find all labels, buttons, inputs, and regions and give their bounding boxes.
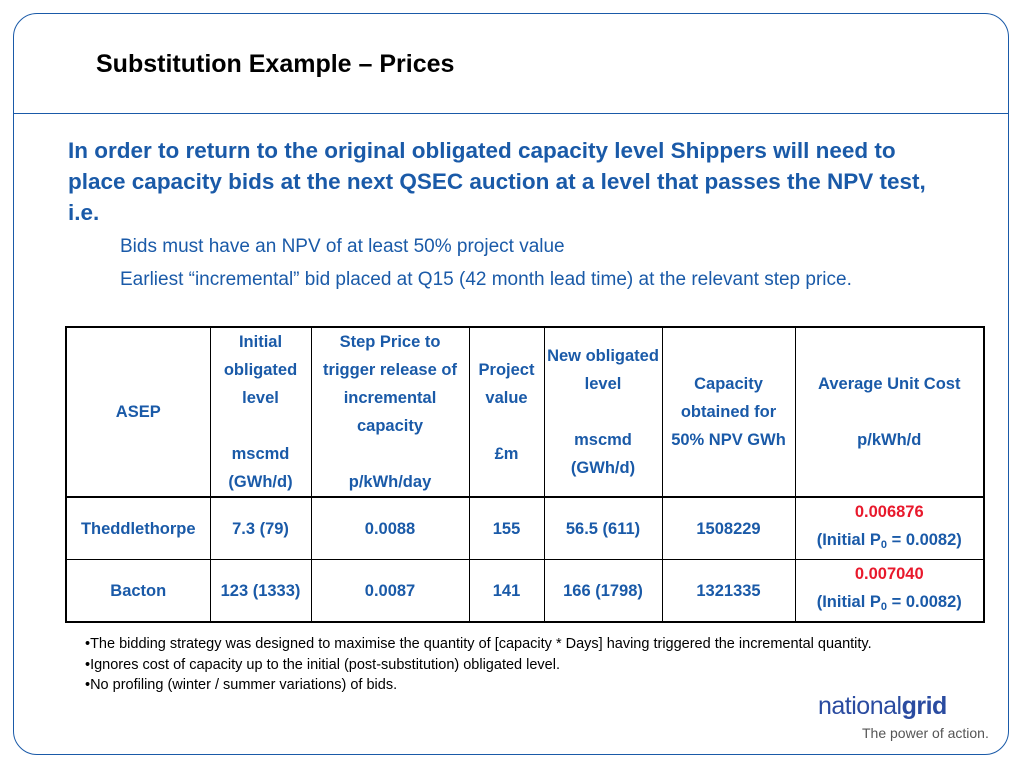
initial-price-note: (Initial P0 = 0.0082) xyxy=(816,531,962,551)
intro-text: In order to return to the original oblig… xyxy=(68,138,926,225)
footnote-item: •Ignores cost of capacity up to the init… xyxy=(85,656,560,673)
cell-initial-level: 7.3 (79) xyxy=(209,496,312,560)
footnote-item: •The bidding strategy was designed to ma… xyxy=(85,636,872,652)
cell-avg-cost: 0.007040 (Initial P0 = 0.0082) xyxy=(794,559,985,623)
table-header-row: ASEP Initial obligated level mscmd (GWh/… xyxy=(65,326,985,498)
cell-avg-cost: 0.006876 (Initial P0 = 0.0082) xyxy=(794,496,985,560)
cell-capacity: 1508229 xyxy=(661,496,796,560)
footnote-item: •No profiling (winter / summer variation… xyxy=(85,677,398,693)
header-initial-level: Initial obligated level mscmd (GWh/d) xyxy=(209,326,312,498)
cell-project-value: 155 xyxy=(468,496,545,560)
national-grid-logo: nationalgrid xyxy=(818,692,947,720)
bullet-list: Bids must have an NPV of at least 50% pr… xyxy=(120,232,960,298)
table-row: Bacton 123 (1333) 0.0087 141 166 (1798) … xyxy=(65,559,985,623)
initial-price-note: (Initial P0 = 0.0082) xyxy=(816,593,962,613)
cell-new-level: 56.5 (611) xyxy=(543,496,663,560)
cell-project-value: 141 xyxy=(468,559,545,623)
header-step-price: Step Price to trigger release of increme… xyxy=(310,326,470,498)
bullet-item: Earliest “incremental” bid placed at Q15… xyxy=(120,269,852,290)
table-row: Theddlethorpe 7.3 (79) 0.0088 155 56.5 (… xyxy=(65,496,985,560)
bullet-item: Bids must have an NPV of at least 50% pr… xyxy=(120,236,565,257)
cell-step-price: 0.0087 xyxy=(310,559,470,623)
avg-cost-value: 0.007040 xyxy=(854,565,924,583)
cell-capacity: 1321335 xyxy=(661,559,796,623)
header-asep: ASEP xyxy=(65,326,211,498)
avg-cost-value: 0.006876 xyxy=(854,503,924,521)
cell-step-price: 0.0088 xyxy=(310,496,470,560)
title-divider xyxy=(13,13,1009,114)
header-capacity: Capacity obtained for 50% NPV GWh xyxy=(661,326,796,498)
cell-asep: Bacton xyxy=(65,559,211,623)
slide-title: Substitution Example – Prices xyxy=(96,50,455,78)
cell-asep: Theddlethorpe xyxy=(65,496,211,560)
header-project-value: Project value £m xyxy=(468,326,545,498)
prices-table: ASEP Initial obligated level mscmd (GWh/… xyxy=(65,326,985,623)
header-new-level: New obligated level mscmd (GWh/d) xyxy=(543,326,663,498)
slide-frame xyxy=(13,13,1009,755)
header-avg-cost: Average Unit Cost p/kWh/d xyxy=(794,326,985,498)
logo-tagline: The power of action. xyxy=(862,725,989,741)
cell-initial-level: 123 (1333) xyxy=(209,559,312,623)
footnotes: •The bidding strategy was designed to ma… xyxy=(85,634,875,696)
cell-new-level: 166 (1798) xyxy=(543,559,663,623)
